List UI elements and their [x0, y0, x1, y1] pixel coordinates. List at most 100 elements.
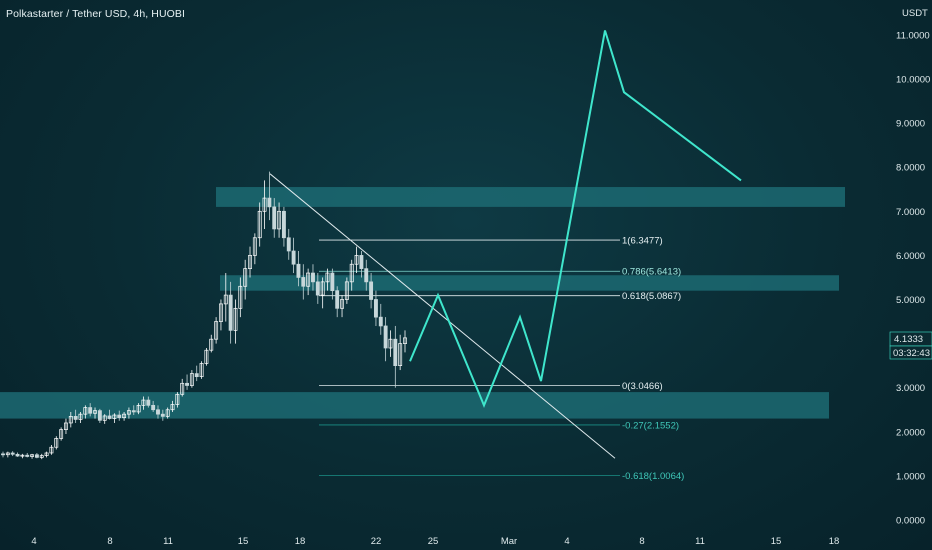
candle-body	[252, 237, 257, 256]
time-tick-label: 22	[371, 536, 382, 547]
price-tick-label: 5.0000	[896, 295, 925, 306]
candle-body	[73, 416, 78, 420]
candle-body	[97, 410, 102, 421]
candle-body	[199, 363, 204, 378]
time-tick-label: 4	[564, 536, 569, 547]
candle-body	[354, 255, 359, 265]
candle-body	[320, 281, 325, 296]
support-resistance-zones	[0, 187, 845, 419]
chart-title: Polkastarter / Tether USD, 4h, HUOBI	[6, 8, 186, 20]
candle-body	[281, 210, 286, 239]
fib-label: -0.618(1.0064)	[622, 471, 684, 482]
candle-body	[335, 290, 340, 309]
current-price-label: 4.1333	[894, 334, 923, 345]
price-tick-label: 6.0000	[896, 251, 925, 262]
candle-body	[296, 263, 301, 278]
candle-body	[88, 407, 93, 414]
candle-body	[25, 454, 30, 457]
time-tick-label: 11	[695, 536, 705, 547]
candle-body	[126, 410, 131, 415]
trendline[interactable]	[269, 173, 616, 459]
fib-label: 0.618(5.0867)	[622, 291, 681, 302]
fib-label: -0.27(2.1552)	[622, 420, 679, 431]
candle-body	[39, 455, 44, 458]
price-zone	[220, 275, 839, 291]
candle-body	[194, 373, 199, 378]
candle-body	[393, 338, 398, 367]
candle-body	[107, 415, 112, 419]
candle-body	[117, 414, 122, 419]
countdown-badge	[889, 345, 932, 360]
candle-body	[311, 272, 315, 283]
time-tick-label: 15	[771, 536, 782, 547]
candle-body	[141, 399, 146, 406]
candle-body	[34, 454, 39, 458]
candle-body	[165, 409, 170, 417]
fib-label: 0(3.0466)	[622, 381, 663, 392]
price-tick-label: 7.0000	[896, 207, 925, 218]
candle-body	[189, 373, 194, 386]
candle-body	[160, 413, 165, 417]
candle-body	[30, 454, 35, 457]
time-tick-label: 25	[428, 536, 439, 547]
candle-body	[175, 393, 180, 405]
candle-body	[301, 277, 306, 287]
candle-body	[262, 197, 267, 212]
candle-body	[383, 325, 388, 349]
candle-body	[373, 299, 378, 318]
price-axis[interactable]: USDT 11.0000 10.0000 9.0000 8.0000 7.0000 6.0…	[886, 0, 930, 530]
projection-line	[409, 30, 742, 408]
candle-body	[315, 281, 320, 296]
candle-body	[378, 316, 383, 327]
currency-label: USDT	[902, 8, 928, 19]
candle-body	[20, 454, 25, 457]
projection-path[interactable]	[409, 30, 742, 408]
candle-body	[122, 413, 127, 419]
price-zone	[216, 187, 845, 207]
time-tick-label: 8	[639, 536, 644, 547]
candle-body	[214, 321, 219, 340]
candle-body	[44, 452, 49, 456]
candle-body	[151, 404, 156, 411]
candle-body	[185, 382, 189, 386]
candle-body	[219, 303, 223, 322]
time-tick-label: 18	[829, 536, 840, 547]
candle-body	[146, 399, 151, 406]
candle-body	[49, 446, 54, 454]
time-axis[interactable]: 4 8 11 15 18 22 25 Mar 4 8 11 15 18	[31, 536, 839, 547]
price-tick-label: 11.0000	[896, 30, 930, 41]
candle-body	[5, 452, 10, 456]
candle-body	[306, 272, 311, 287]
candle-body	[248, 255, 252, 269]
candle-body	[170, 404, 175, 411]
candle-body	[1, 453, 5, 456]
price-tick-label: 8.0000	[896, 163, 925, 174]
candle-body	[403, 337, 407, 344]
candle-body	[136, 404, 141, 413]
candle-body	[233, 307, 238, 331]
candle-body	[68, 416, 73, 424]
candle-body	[15, 453, 20, 457]
candle-body	[54, 438, 59, 448]
time-tick-label: Mar	[501, 536, 517, 547]
candle-body	[180, 382, 185, 395]
price-tick-label: 0.0000	[896, 516, 925, 527]
candle-body	[228, 294, 233, 331]
candle-body	[286, 237, 291, 252]
candle-body	[64, 422, 68, 430]
candle-body	[272, 206, 277, 230]
price-tick-label: 2.0000	[896, 427, 925, 438]
candle-body	[340, 299, 344, 309]
price-tick-label: 10.0000	[896, 75, 930, 86]
time-tick-label: 8	[107, 536, 112, 547]
candlestick-series	[1, 171, 407, 460]
candle-body	[112, 414, 117, 419]
candle-body	[330, 272, 335, 292]
candle-body	[223, 294, 228, 305]
candle-body	[359, 255, 364, 269]
price-tick-label: 3.0000	[896, 383, 925, 394]
candle-body	[325, 272, 330, 283]
candle-body	[78, 413, 83, 420]
candle-body	[349, 263, 354, 283]
